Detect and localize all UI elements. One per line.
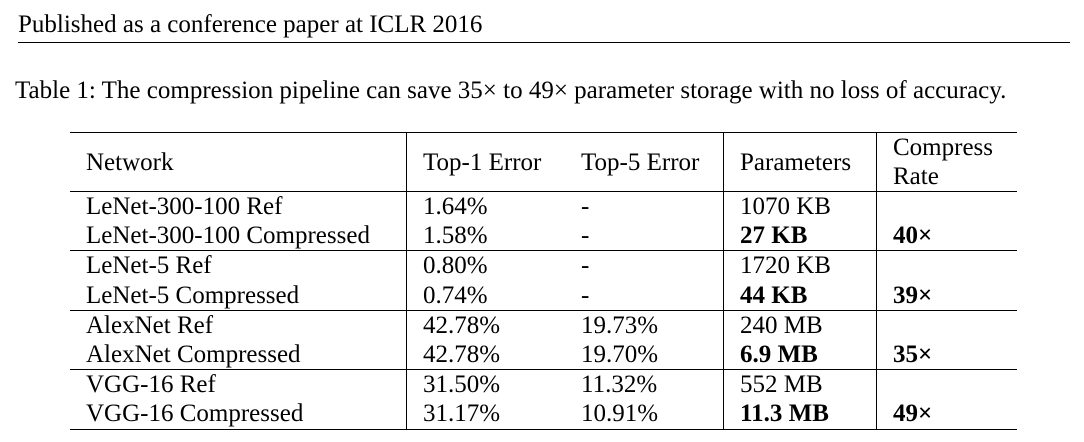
- cell-top5: 19.73%: [565, 310, 724, 340]
- cell-top1: 1.64%: [423, 193, 488, 221]
- cell-top1: 31.50%: [423, 371, 501, 399]
- cell-network: AlexNet Compressed: [70, 339, 407, 371]
- cell-params: 240 MB: [723, 310, 877, 340]
- cell-network: VGG-16 Compressed: [70, 399, 407, 430]
- table-row: LeNet-5 Compressed 0.74% - 44 KB 39×: [70, 280, 1017, 311]
- cell-top1: 42.78%: [406, 339, 565, 371]
- cell-network: VGG-16 Ref: [70, 369, 407, 400]
- cell-top1: 42.78%: [423, 311, 501, 339]
- table-row: AlexNet Compressed 42.78% 19.70% 6.9 MB …: [70, 339, 1017, 371]
- col-header-compress-rate-line2: Rate: [893, 163, 939, 190]
- table-row: LeNet-300-100 Ref 1.64% - 1070 KB: [70, 191, 1018, 222]
- cell-top5: -: [565, 221, 724, 252]
- col-header-compress-rate-line1: Compress: [893, 134, 993, 161]
- cell-params: 1070 KB: [723, 191, 877, 222]
- cell-rate: 35×: [876, 339, 1017, 371]
- page-header: Published as a conference paper at ICLR …: [18, 8, 1070, 43]
- cell-rate: 40×: [876, 221, 1017, 252]
- cell-top5: 10.91%: [565, 399, 724, 430]
- cell-top1: 0.80%: [423, 252, 488, 280]
- cell-network: AlexNet Ref: [70, 310, 407, 340]
- table-row: AlexNet Ref 42.78% 19.73% 240 MB: [70, 310, 1017, 340]
- cell-rate: 39×: [876, 280, 1017, 311]
- cell-params: 1720 KB: [723, 250, 877, 281]
- cell-params: 552 MB: [723, 369, 877, 400]
- table-header-row: Network Top-1 Error Top-5 Error Paramete…: [70, 132, 1017, 192]
- cell-params: 11.3 MB: [723, 399, 877, 430]
- cell-top1: 1.58%: [406, 221, 565, 252]
- cell-rate-empty: [877, 251, 1018, 281]
- cell-params: 44 KB: [723, 280, 877, 311]
- col-header-top5: Top-5 Error: [565, 132, 724, 192]
- cell-network: LeNet-5 Ref: [70, 250, 407, 281]
- col-header-top1: Top-1 Error: [406, 132, 565, 192]
- cell-rate: 49×: [876, 399, 1017, 430]
- col-header-compress-rate: Compress Rate: [876, 132, 1017, 192]
- cell-params: 27 KB: [723, 221, 877, 252]
- cell-network: LeNet-300-100 Compressed: [70, 221, 407, 252]
- col-header-network: Network: [70, 132, 407, 192]
- table-caption: Table 1: The compression pipeline can sa…: [15, 77, 1007, 104]
- cell-top5: -: [565, 191, 724, 222]
- cell-network: LeNet-5 Compressed: [70, 280, 407, 311]
- cell-rate-empty: [877, 310, 1018, 340]
- table-row: LeNet-5 Ref 0.80% - 1720 KB: [70, 250, 1018, 281]
- cell-rate-empty: [877, 192, 1018, 222]
- table-row: VGG-16 Compressed 31.17% 10.91% 11.3 MB …: [70, 399, 1017, 430]
- col-header-params: Parameters: [723, 132, 877, 192]
- results-table: Network Top-1 Error Top-5 Error Paramete…: [70, 132, 1017, 430]
- cell-top1: 0.74%: [406, 280, 565, 311]
- table-row: LeNet-300-100 Compressed 1.58% - 27 KB 4…: [70, 221, 1017, 252]
- cell-top5: -: [565, 250, 724, 281]
- cell-rate-empty: [877, 370, 1018, 400]
- cell-top5: 19.70%: [565, 339, 724, 371]
- cell-top1: 31.17%: [406, 399, 565, 430]
- cell-top5: -: [565, 280, 724, 311]
- cell-params: 6.9 MB: [723, 339, 877, 371]
- cell-network: LeNet-300-100 Ref: [70, 191, 407, 222]
- table-row: VGG-16 Ref 31.50% 11.32% 552 MB: [70, 369, 1018, 400]
- cell-top5: 11.32%: [565, 369, 724, 400]
